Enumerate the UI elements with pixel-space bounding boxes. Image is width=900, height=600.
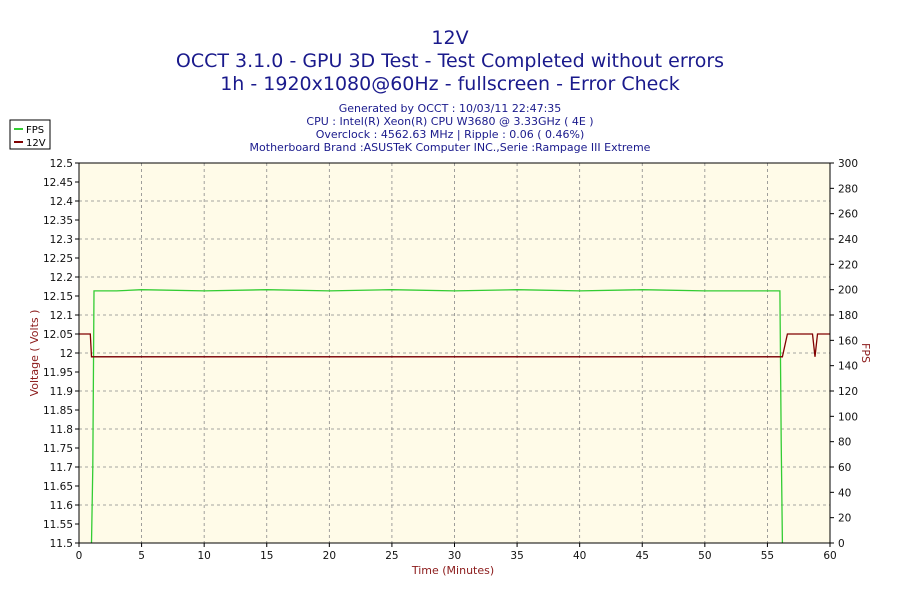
- legend-label-12v: 12V: [26, 138, 46, 149]
- y-left-tick-label-7: 11.85: [43, 405, 73, 417]
- x-tick-label-7: 35: [510, 550, 523, 562]
- y-left-tick-label-13: 12.15: [43, 291, 73, 303]
- y-right-tick-label-5: 100: [838, 411, 858, 423]
- y-right-tick-label-2: 40: [838, 487, 851, 499]
- x-tick-label-2: 10: [197, 550, 210, 562]
- series-line-fps: [90, 289, 784, 544]
- y-right-tick-label-11: 220: [838, 259, 858, 271]
- x-tick-label-5: 25: [385, 550, 398, 562]
- chart-subtitle-2: 1h - 1920x1080@60Hz - fullscreen - Error…: [220, 73, 680, 95]
- y-right-tick-label-4: 80: [838, 437, 851, 449]
- y-axis-left-label: Voltage ( Volts ): [28, 310, 41, 397]
- chart-title: 12V: [431, 27, 469, 49]
- x-tick-label-0: 0: [76, 550, 83, 562]
- y-right-tick-label-12: 240: [838, 234, 858, 246]
- y-left-tick-label-19: 12.45: [43, 177, 73, 189]
- info-overclock: Overclock : 4562.63 MHz | Ripple : 0.06 …: [315, 128, 585, 141]
- x-tick-label-10: 50: [698, 550, 711, 562]
- x-tick-label-3: 15: [260, 550, 273, 562]
- x-tick-label-1: 5: [138, 550, 145, 562]
- y-right-tick-label-15: 300: [838, 158, 858, 170]
- legend-box: [9, 119, 51, 150]
- y-left-tick-label-16: 12.3: [50, 234, 73, 246]
- x-tick-label-9: 45: [636, 550, 649, 562]
- y-left-tick-label-20: 12.5: [50, 158, 73, 170]
- y-left-tick-label-3: 11.65: [43, 481, 73, 493]
- y-left-tick-label-5: 11.75: [43, 443, 73, 455]
- y-right-tick-label-6: 120: [838, 386, 858, 398]
- y-right-tick-label-7: 140: [838, 361, 858, 373]
- x-tick-label-6: 30: [448, 550, 461, 562]
- y-right-tick-label-9: 180: [838, 310, 858, 322]
- y-right-tick-label-0: 0: [838, 538, 845, 550]
- y-left-tick-label-11: 12.05: [43, 329, 73, 341]
- y-left-tick-label-8: 11.9: [50, 386, 73, 398]
- y-axis-right-label: FPS: [859, 343, 872, 363]
- x-tick-label-12: 60: [823, 550, 836, 562]
- y-right-tick-label-14: 280: [838, 183, 858, 195]
- y-right-tick-label-1: 20: [838, 513, 851, 525]
- y-left-tick-label-0: 11.5: [50, 538, 73, 550]
- y-right-tick-label-8: 160: [838, 335, 858, 347]
- series-layer: [79, 289, 830, 544]
- legend: FPS 12V: [9, 119, 51, 150]
- y-right-tick-label-13: 260: [838, 209, 858, 221]
- legend-label-fps: FPS: [26, 125, 44, 136]
- y-left-tick-label-15: 12.25: [43, 253, 73, 265]
- series-line-12v: [79, 333, 830, 358]
- y-left-tick-label-10: 12: [60, 348, 73, 360]
- y-left-tick-label-6: 11.8: [50, 424, 73, 436]
- y-left-tick-label-17: 12.35: [43, 215, 73, 227]
- y-left-tick-label-4: 11.7: [50, 462, 73, 474]
- y-right-tick-label-10: 200: [838, 285, 858, 297]
- axis-ticks: 0 5 10 15 20 25 30 35 40 45 50 55 60 11.5 11.55 11.6 11.…: [43, 158, 858, 562]
- y-left-tick-label-2: 11.6: [50, 500, 74, 512]
- y-left-tick-label-18: 12.4: [50, 196, 74, 208]
- info-generated: Generated by OCCT : 10/03/11 22:47:35: [338, 102, 562, 115]
- x-tick-label-11: 55: [761, 550, 774, 562]
- x-tick-label-8: 40: [573, 550, 586, 562]
- y-left-tick-label-9: 11.95: [43, 367, 73, 379]
- info-cpu: CPU : Intel(R) Xeon(R) CPU W3680 @ 3.33G…: [306, 115, 594, 128]
- x-tick-label-4: 20: [323, 550, 336, 562]
- y-left-tick-label-1: 11.55: [43, 519, 73, 531]
- y-left-tick-label-12: 12.1: [50, 310, 73, 322]
- x-axis-label: Time (Minutes): [411, 564, 494, 577]
- chart-subtitle-1: OCCT 3.1.0 - GPU 3D Test - Test Complete…: [175, 50, 725, 72]
- y-left-tick-label-14: 12.2: [50, 272, 73, 284]
- info-motherboard: Motherboard Brand :ASUSTeK Computer INC.…: [249, 141, 651, 154]
- y-right-tick-label-3: 60: [838, 462, 851, 474]
- grid-lines: [79, 163, 830, 543]
